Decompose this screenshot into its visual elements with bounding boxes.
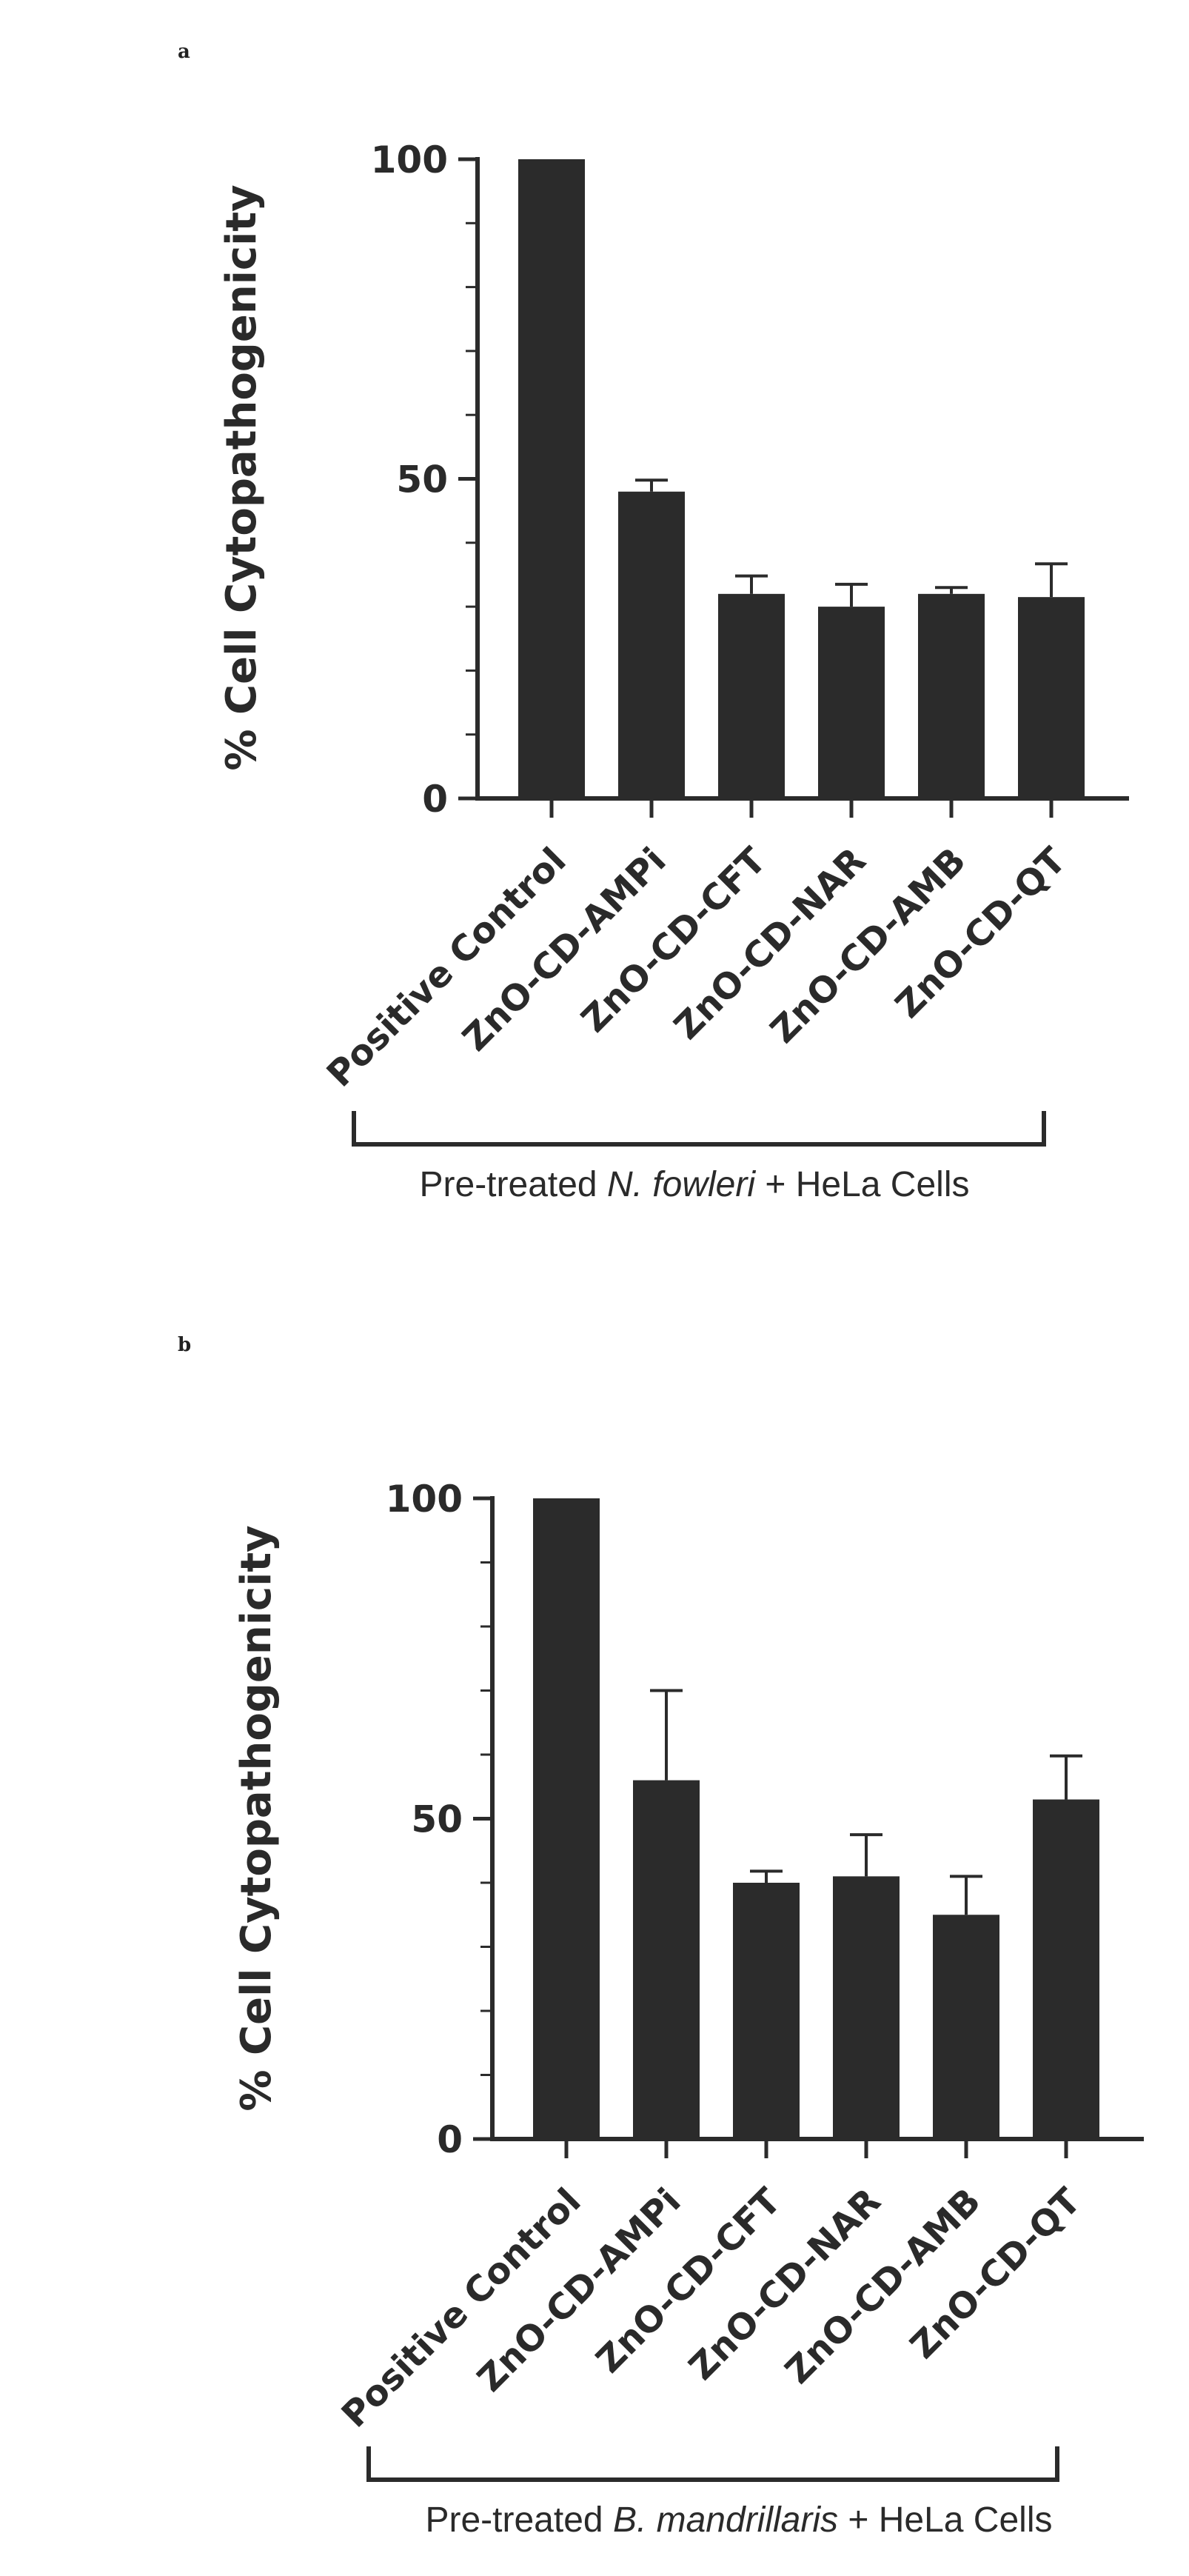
panel-letter: a xyxy=(178,41,190,63)
bar-1 xyxy=(618,491,685,798)
y-tick-label-0: 0 xyxy=(437,2118,463,2161)
group-label-prefix: Pre-treated xyxy=(420,1165,607,1204)
y-tick-label-2: 100 xyxy=(371,139,448,181)
y-axis-label: % Cell Cytopathogenicity xyxy=(218,184,266,770)
y-axis-label: % Cell Cytopathogenicity xyxy=(232,1525,281,2111)
group-bracket xyxy=(352,1111,1046,1147)
bar-2 xyxy=(733,1883,800,2139)
bar-4 xyxy=(933,1915,999,2139)
bar-0 xyxy=(533,1498,600,2139)
group-label: Pre-treated B. mandrillaris + HeLa Cells xyxy=(425,2500,1052,2540)
group-label-suffix: + HeLa Cells xyxy=(755,1165,969,1204)
bar-0 xyxy=(518,159,585,798)
panel-letter: b xyxy=(178,1334,191,1356)
bar-5 xyxy=(1018,597,1085,798)
x-tick-label-5: ZnO-CD-QT xyxy=(888,840,1074,1027)
bar-4 xyxy=(918,593,985,798)
group-label-organism: B. mandrillaris xyxy=(613,2500,838,2540)
x-tick-label-5: ZnO-CD-QT xyxy=(902,2180,1089,2367)
y-tick-label-0: 0 xyxy=(422,778,448,821)
y-tick-label-2: 100 xyxy=(386,1478,463,1521)
y-tick-label-1: 50 xyxy=(411,1798,463,1841)
group-label: Pre-treated N. fowleri + HeLa Cells xyxy=(420,1165,970,1204)
bar-1 xyxy=(633,1780,700,2139)
group-label-suffix: + HeLa Cells xyxy=(838,2500,1052,2540)
group-bracket xyxy=(366,2446,1059,2482)
y-tick-label-1: 50 xyxy=(396,458,448,501)
bar-5 xyxy=(1033,1799,1099,2139)
bar-2 xyxy=(718,593,785,798)
bar-3 xyxy=(833,1876,900,2139)
group-label-prefix: Pre-treated xyxy=(425,2500,612,2540)
bar-3 xyxy=(818,607,885,798)
group-label-organism: N. fowleri xyxy=(607,1165,756,1204)
